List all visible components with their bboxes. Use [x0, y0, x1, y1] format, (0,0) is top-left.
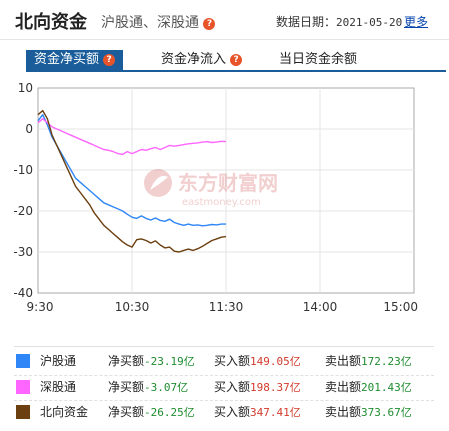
- buy-cell: 买入额198.37亿: [214, 376, 301, 399]
- tab-net-inflow-label: 资金净流入: [161, 52, 227, 67]
- legend-name: 沪股通: [40, 354, 77, 368]
- watermark-logo-icon: [144, 169, 172, 197]
- tab-net-buy-label: 资金净买额: [34, 52, 100, 67]
- legend-name: 北向资金: [40, 405, 89, 419]
- watermark-domain: eastmoney.com: [182, 197, 261, 208]
- net-buy-label: 净买额: [108, 354, 145, 368]
- sell-cell: 卖出额172.23亿: [325, 350, 412, 373]
- buy-cell: 买入额347.41亿: [214, 401, 301, 424]
- tab-bar: 资金净买额 ? 资金净流入 ? 当日资金余额: [26, 50, 446, 72]
- sell-value: 172.23亿: [361, 355, 412, 368]
- summary-row-sgt: 深股通 净买额-3.07亿 买入额198.37亿 卖出额201.43亿: [14, 375, 434, 397]
- sell-value: 201.43亿: [361, 381, 412, 394]
- watermark: 东方财富网 eastmoney.com: [144, 169, 278, 208]
- summary-table: 沪股通 净买额-23.19亿 买入额149.05亿 卖出额172.23亿 深股通…: [14, 346, 434, 422]
- watermark-brand: 东方财富网: [178, 171, 278, 195]
- buy-label: 买入额: [214, 380, 251, 394]
- help-icon[interactable]: ?: [103, 54, 116, 66]
- line-chart: 东方财富网 eastmoney.com 10 0 -10 -20 -30 -40 9:30…: [13, 81, 418, 314]
- summary-row-hgt: 沪股通 净买额-23.19亿 买入额149.05亿 卖出额172.23亿: [14, 350, 434, 372]
- net-buy-value: -3.07亿: [144, 381, 189, 394]
- buy-value: 149.05亿: [250, 355, 301, 368]
- series-line-1: [37, 118, 227, 156]
- x-tick-label: 14:00: [303, 300, 338, 314]
- subtitle-text: 沪股通、深股通: [101, 15, 199, 31]
- net-buy-label: 净买额: [108, 405, 145, 419]
- net-buy-cell: 净买额-23.19亿: [108, 350, 195, 373]
- buy-value: 347.41亿: [250, 406, 301, 419]
- legend-swatch-north: [16, 405, 30, 419]
- x-tick-label: 9:30: [27, 300, 54, 314]
- page-subtitle: 沪股通、深股通 ?: [101, 12, 216, 32]
- net-buy-value: -26.25亿: [144, 406, 195, 419]
- net-buy-value: -23.19亿: [144, 355, 195, 368]
- y-tick-label: -40: [13, 286, 33, 300]
- buy-value: 198.37亿: [250, 381, 301, 394]
- series-lines: [37, 109, 227, 253]
- help-icon[interactable]: ?: [203, 18, 216, 30]
- legend-swatch-sgt: [16, 380, 30, 394]
- legend-swatch-hgt: [16, 354, 30, 368]
- page-title: 北向资金: [15, 12, 87, 33]
- y-tick-label: 10: [18, 81, 33, 95]
- data-date: 数据日期：2021-05-20: [276, 13, 402, 30]
- sell-label: 卖出额: [325, 405, 362, 419]
- x-grid: [131, 88, 321, 293]
- x-tick-label: 11:30: [209, 300, 244, 314]
- sell-label: 卖出额: [325, 354, 362, 368]
- y-axis-labels: 10 0 -10 -20 -30 -40: [13, 81, 33, 300]
- tab-daily-balance-label: 当日资金余额: [279, 52, 358, 67]
- series-line-0: [37, 114, 226, 227]
- y-tick-label: -10: [13, 163, 33, 177]
- panel-header: 北向资金 沪股通、深股通 ? 数据日期：2021-05-20 更多: [0, 0, 449, 40]
- sell-value: 373.67亿: [361, 406, 412, 419]
- x-tick-label: 15:00: [383, 300, 418, 314]
- x-tick-label: 10:30: [115, 300, 150, 314]
- more-link[interactable]: 更多: [404, 15, 429, 29]
- net-buy-label: 净买额: [108, 380, 145, 394]
- x-axis-labels: 9:30 10:30 11:30 14:00 15:00: [27, 300, 418, 314]
- tab-daily-balance[interactable]: 当日资金余额: [271, 50, 365, 70]
- sell-label: 卖出额: [325, 380, 362, 394]
- buy-cell: 买入额149.05亿: [214, 350, 301, 373]
- buy-label: 买入额: [214, 405, 251, 419]
- series-line-2: [37, 109, 227, 253]
- date-value: 2021-05-20: [336, 16, 403, 29]
- sell-cell: 卖出额201.43亿: [325, 376, 412, 399]
- summary-row-north: 北向资金 净买额-26.25亿 买入额347.41亿 卖出额373.67亿: [14, 400, 434, 422]
- legend-name: 深股通: [40, 380, 77, 394]
- help-icon[interactable]: ?: [230, 54, 243, 66]
- buy-label: 买入额: [214, 354, 251, 368]
- y-tick-label: -30: [13, 245, 33, 259]
- date-label: 数据日期：: [276, 15, 337, 29]
- watermark-logo-swoosh-icon: [150, 175, 168, 190]
- tab-net-inflow[interactable]: 资金净流入 ?: [153, 50, 250, 70]
- sell-cell: 卖出额373.67亿: [325, 401, 412, 424]
- net-buy-cell: 净买额-3.07亿: [108, 376, 188, 399]
- y-tick-label: -20: [13, 204, 33, 218]
- net-buy-cell: 净买额-26.25亿: [108, 401, 195, 424]
- y-tick-label: 0: [25, 122, 33, 136]
- tab-net-buy[interactable]: 资金净买额 ?: [26, 50, 124, 70]
